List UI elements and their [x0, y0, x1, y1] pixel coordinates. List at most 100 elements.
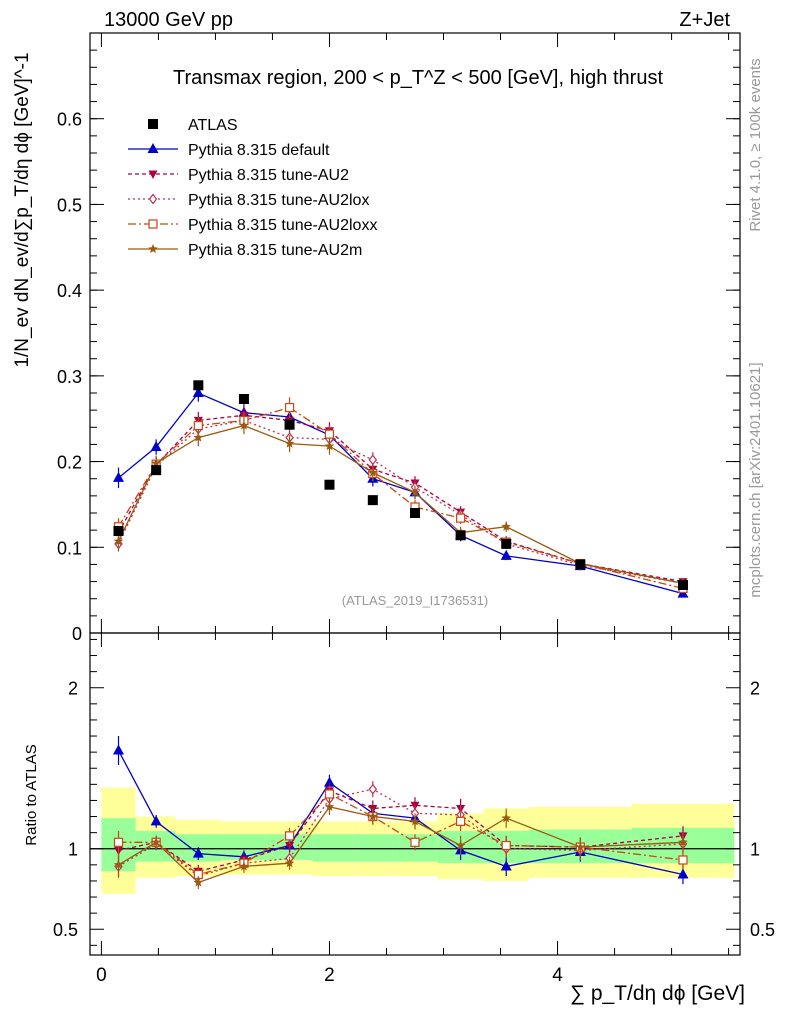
x-tick-label: 2 [324, 965, 335, 986]
legend-label: ATLAS [188, 117, 238, 134]
main-series-line-3 [117, 406, 684, 590]
main-point [239, 420, 249, 430]
legend-entry: Pythia 8.315 tune-AU2m [128, 242, 362, 259]
ratio-point [113, 744, 125, 755]
ratio-y-tick-label: 0.5 [53, 920, 78, 940]
ratio-y-tick-label-right: 0.5 [750, 920, 775, 940]
main-point [501, 538, 512, 549]
ratio-point [284, 858, 295, 868]
legend-entry: Pythia 8.315 tune-AU2loxx [128, 217, 377, 234]
ratio-point [151, 837, 161, 847]
ratio-point [323, 776, 335, 787]
legend-marker [148, 119, 158, 129]
legend: ATLAS Pythia 8.315 default Pythia 8.315 tu… [128, 117, 377, 259]
main-point [284, 419, 295, 430]
ratio-point [324, 789, 335, 799]
legend-marker [148, 170, 158, 179]
main-data-marks [113, 380, 689, 598]
legend-marker [147, 143, 159, 153]
main-point [113, 536, 124, 546]
main-series-line-0 [118, 392, 684, 595]
ratio-point [410, 837, 420, 847]
legend-entry: ATLAS [148, 117, 238, 134]
ratio-data-marks [113, 736, 689, 889]
main-y-label: 1/N_ev dN_ev/d∑p_T/dη dϕ [GeV]^-1 [12, 52, 33, 367]
y-tick-label: 0 [72, 624, 82, 644]
ratio-band-green [352, 834, 393, 862]
y-tick-label: 0.5 [57, 195, 82, 215]
main-point [456, 513, 466, 523]
main-series-line-4 [117, 424, 684, 584]
main-point [324, 479, 335, 490]
legend-label: Pythia 8.315 tune-AU2loxx [188, 217, 377, 234]
main-point [410, 487, 420, 497]
main-point [501, 521, 511, 531]
ratio-point [150, 815, 162, 826]
ratio-point [113, 837, 124, 847]
ratio-point [284, 831, 295, 841]
legend-marker [148, 193, 158, 205]
ratio-point [193, 877, 204, 887]
main-point [410, 508, 420, 518]
ratio-point [500, 860, 512, 871]
energy-label: 13000 GeV pp [104, 9, 233, 31]
ratio-point [501, 840, 511, 851]
ratio-point [324, 801, 335, 811]
main-axes: 0 0.1 0.2 0.3 0.4 0.5 0.6 [57, 33, 740, 644]
legend-marker [148, 244, 158, 253]
ratio-series-line-1 [118, 790, 684, 873]
main-point [151, 465, 162, 476]
legend-label: Pythia 8.315 tune-AU2m [188, 242, 362, 259]
y-tick-label: 0.1 [57, 538, 82, 558]
main-point [367, 495, 378, 506]
main-point [324, 429, 335, 439]
main-title: Transmax region, 200 < p_T^Z < 500 [GeV]… [173, 67, 663, 89]
main-point [284, 402, 295, 413]
main-point [113, 526, 124, 536]
legend-label: Pythia 8.315 default [188, 142, 330, 159]
legend-label: Pythia 8.315 tune-AU2 [188, 167, 349, 184]
legend-marker [148, 219, 158, 229]
ratio-point [285, 842, 295, 851]
ratio-series-line-0 [117, 750, 684, 876]
main-point [238, 394, 249, 404]
ratio-point [192, 847, 204, 858]
main-point [324, 441, 335, 451]
ratio-point [410, 816, 420, 826]
main-point [193, 420, 203, 431]
ratio-y-tick-label-right: 2 [750, 679, 760, 699]
x-axis-label: ∑ p_T/dη dϕ [GeV] [570, 982, 745, 1005]
ratio-y-label: Ratio to ATLAS [23, 744, 40, 845]
main-panel: 0 0.1 0.2 0.3 0.4 0.5 0.6 Transmax region, 200… [12, 32, 741, 644]
main-point [192, 387, 204, 397]
main-point [677, 580, 688, 590]
ratio-series-line-4 [118, 806, 684, 884]
main-point [150, 441, 162, 451]
legend-entry: Pythia 8.315 tune-AU2lox [128, 192, 369, 209]
main-point [113, 471, 125, 482]
main-point [455, 530, 466, 541]
ratio-frame [89, 632, 741, 956]
ratio-point [368, 783, 378, 795]
ratio-y-tick-label-right: 1 [750, 840, 760, 860]
ratio-y-tick-label: 1 [68, 840, 78, 860]
y-tick-label: 0.2 [57, 453, 82, 473]
ratio-point [677, 868, 689, 879]
ratio-point [678, 837, 688, 847]
ratio-y-tick-label: 2 [68, 679, 78, 699]
ratio-point [575, 842, 586, 852]
x-tick-label: 0 [96, 965, 107, 986]
main-point [193, 380, 204, 391]
ratio-point [113, 859, 124, 869]
main-series-line-1 [117, 414, 684, 583]
ratio-point [368, 811, 378, 821]
ratio-axes: 0.5 0.5 1 1 2 2 0 2 4 [53, 633, 775, 986]
ratio-panel: 0.5 0.5 1 1 2 2 0 2 4 Ratio to ATLAS [23, 632, 775, 986]
x-tick-label: 4 [552, 965, 563, 986]
ratio-series-line-3 [118, 793, 684, 876]
ratio-point [239, 861, 249, 871]
y-tick-label: 0.4 [57, 281, 82, 301]
main-series-line-2 [117, 419, 684, 584]
legend-entry: Pythia 8.315 default [128, 142, 330, 159]
